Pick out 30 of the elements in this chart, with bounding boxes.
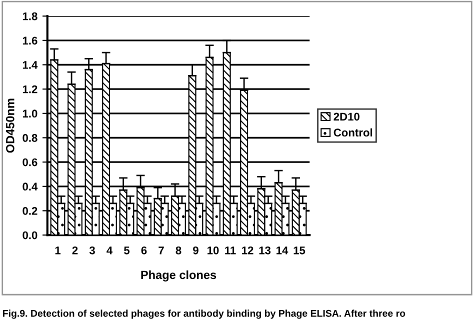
x-tick-label: 14: [276, 246, 288, 254]
x-tick-label: 8: [176, 246, 182, 254]
x-tick-label: 15: [294, 246, 306, 254]
x-tick-label: 10: [208, 246, 219, 254]
x-tick-label: 6: [141, 246, 147, 254]
x-tick-label: 1: [55, 246, 61, 254]
x-tick-label: 4: [106, 246, 113, 254]
x-tick-label: 5: [124, 246, 130, 254]
x-tick-label: 12: [242, 246, 254, 254]
y-tick-label: 0.6: [22, 158, 38, 166]
x-tick-label: 3: [89, 246, 95, 254]
x-tick-label: 2: [72, 246, 78, 254]
legend-label: Control: [334, 128, 372, 137]
x-tick-label: 9: [193, 246, 198, 254]
legend-label: 2D10: [334, 112, 360, 121]
y-axis-title: OD450nm: [6, 98, 14, 153]
x-tick-label: 13: [259, 246, 271, 254]
y-tick-label: 1.8: [22, 12, 38, 20]
y-tick-label: 0.4: [22, 182, 38, 191]
y-tick-label: 0.0: [22, 231, 38, 240]
y-tick-label: 1.0: [22, 110, 38, 118]
y-tick-label: 1.4: [22, 61, 38, 69]
y-tick-label: 0.8: [22, 134, 38, 142]
x-tick-label: 11: [225, 246, 236, 254]
x-tick-label: 7: [158, 246, 164, 254]
y-tick-label: 0.2: [22, 207, 38, 215]
y-tick-label: 1.6: [22, 36, 38, 45]
caption: Fig.9. Detection of selected phages for antibody binding by Phage ELISA. After three ro: [3, 310, 406, 319]
x-axis-title: Phage clones: [141, 270, 216, 282]
y-tick-label: 1.2: [22, 85, 38, 94]
